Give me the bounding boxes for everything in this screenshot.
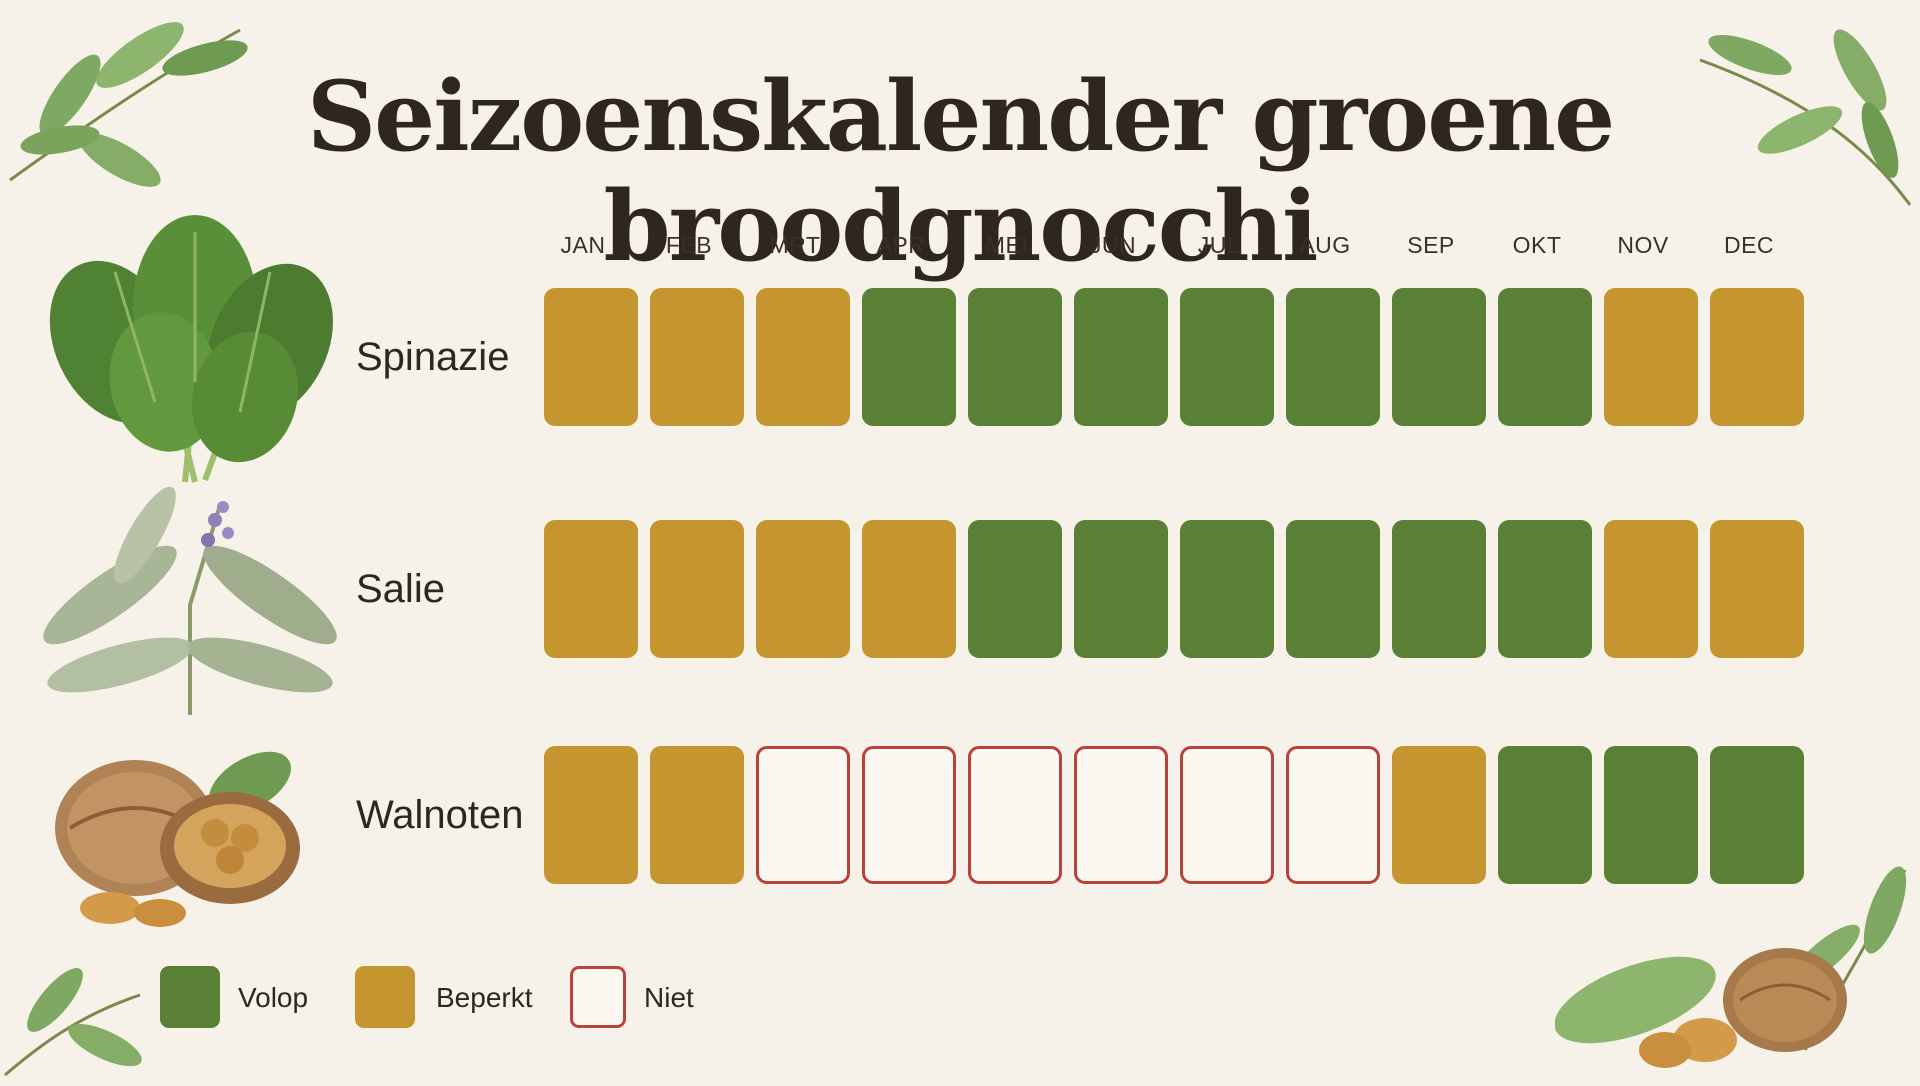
cell-spinazie-okt-volop: [1498, 288, 1592, 426]
cell-salie-sep-volop: [1392, 520, 1486, 658]
spinach-icon: [49, 215, 333, 483]
cell-walnoten-jun-niet: [1074, 746, 1168, 884]
month-label: AUG: [1299, 232, 1351, 258]
cell-spinazie-jan-beperkt: [544, 288, 638, 426]
month-label: FEB: [665, 232, 713, 258]
cell-salie-apr-beperkt: [862, 520, 956, 658]
month-label: DEC: [1723, 232, 1775, 258]
legend-label-volop: Volop: [238, 982, 309, 1013]
page-title: Seizoenskalender groene broodgnocchi: [306, 60, 1615, 283]
legend-swatch-niet: [570, 966, 626, 1028]
row-label-walnoten: Walnoten: [356, 793, 524, 837]
cell-walnoten-dec-volop: [1710, 746, 1804, 884]
cell-salie-jul-volop: [1180, 520, 1274, 658]
month-label: APR: [876, 232, 926, 258]
walnut-icon: [55, 751, 300, 927]
cell-walnoten-apr-niet: [862, 746, 956, 884]
legend-swatch-beperkt: [355, 966, 415, 1028]
month-label: SEP: [1407, 232, 1455, 258]
cell-salie-jun-volop: [1074, 520, 1168, 658]
legend: Volop Beperkt Niet: [0, 966, 900, 1036]
cell-salie-mei-volop: [968, 520, 1062, 658]
month-label: MEI: [985, 232, 1029, 258]
cell-walnoten-jan-beperkt: [544, 746, 638, 884]
cell-spinazie-mei-volop: [968, 288, 1062, 426]
leaf-sprig-bottom-left-icon: [4, 968, 142, 1077]
cell-walnoten-mrt-niet: [756, 746, 850, 884]
cell-salie-dec-beperkt: [1710, 520, 1804, 658]
cell-walnoten-nov-volop: [1604, 746, 1698, 884]
leaf-sprig-top-right-icon: [1699, 29, 1912, 206]
month-label: OKT: [1512, 232, 1562, 258]
leaf-sprig-top-left-icon: [9, 22, 248, 187]
legend-label-beperkt: Beperkt: [436, 982, 533, 1013]
cell-salie-feb-beperkt: [650, 520, 744, 658]
cell-salie-jan-beperkt: [544, 520, 638, 658]
cell-spinazie-mrt-beperkt: [756, 288, 850, 426]
cell-walnoten-mei-niet: [968, 746, 1062, 884]
cell-spinazie-jun-volop: [1074, 288, 1168, 426]
cell-salie-okt-volop: [1498, 520, 1592, 658]
legend-swatch-volop: [160, 966, 220, 1028]
cell-walnoten-feb-beperkt: [650, 746, 744, 884]
legend-label-niet: Niet: [644, 982, 694, 1013]
cell-spinazie-sep-volop: [1392, 288, 1486, 426]
cell-walnoten-sep-beperkt: [1392, 746, 1486, 884]
row-label-spinazie: Spinazie: [356, 335, 510, 379]
month-label: MRT: [769, 232, 821, 258]
cell-walnoten-okt-volop: [1498, 746, 1592, 884]
cell-spinazie-aug-volop: [1286, 288, 1380, 426]
cell-salie-aug-volop: [1286, 520, 1380, 658]
walnut-leaves-bottom-right-icon: [1555, 866, 1907, 1068]
month-label: JUL: [1197, 232, 1241, 258]
row-salie: Salie: [0, 520, 1920, 660]
cell-walnoten-jul-niet: [1180, 746, 1274, 884]
cell-salie-mrt-beperkt: [756, 520, 850, 658]
cell-spinazie-jul-volop: [1180, 288, 1274, 426]
row-label-salie: Salie: [356, 567, 445, 611]
row-spinazie: Spinazie: [0, 288, 1920, 428]
cell-spinazie-apr-volop: [862, 288, 956, 426]
cell-spinazie-feb-beperkt: [650, 288, 744, 426]
month-header: JAN FEB MRT APR MEI JUN JUL AUG SEP OKT …: [536, 232, 1826, 262]
month-label: JUN: [1089, 232, 1137, 258]
row-walnoten: Walnoten: [0, 746, 1920, 886]
cell-salie-nov-beperkt: [1604, 520, 1698, 658]
month-label: JAN: [560, 232, 606, 258]
sage-icon: [43, 486, 337, 715]
month-label: NOV: [1617, 232, 1669, 258]
cell-spinazie-nov-beperkt: [1604, 288, 1698, 426]
cell-spinazie-dec-beperkt: [1710, 288, 1804, 426]
cell-walnoten-aug-niet: [1286, 746, 1380, 884]
